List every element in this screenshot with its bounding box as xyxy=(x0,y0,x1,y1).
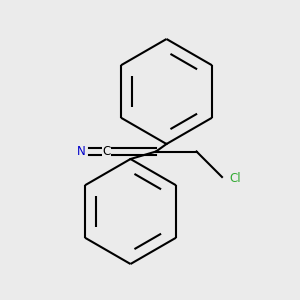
Text: C: C xyxy=(102,145,111,158)
Text: Cl: Cl xyxy=(230,172,241,185)
Text: N: N xyxy=(76,145,85,158)
